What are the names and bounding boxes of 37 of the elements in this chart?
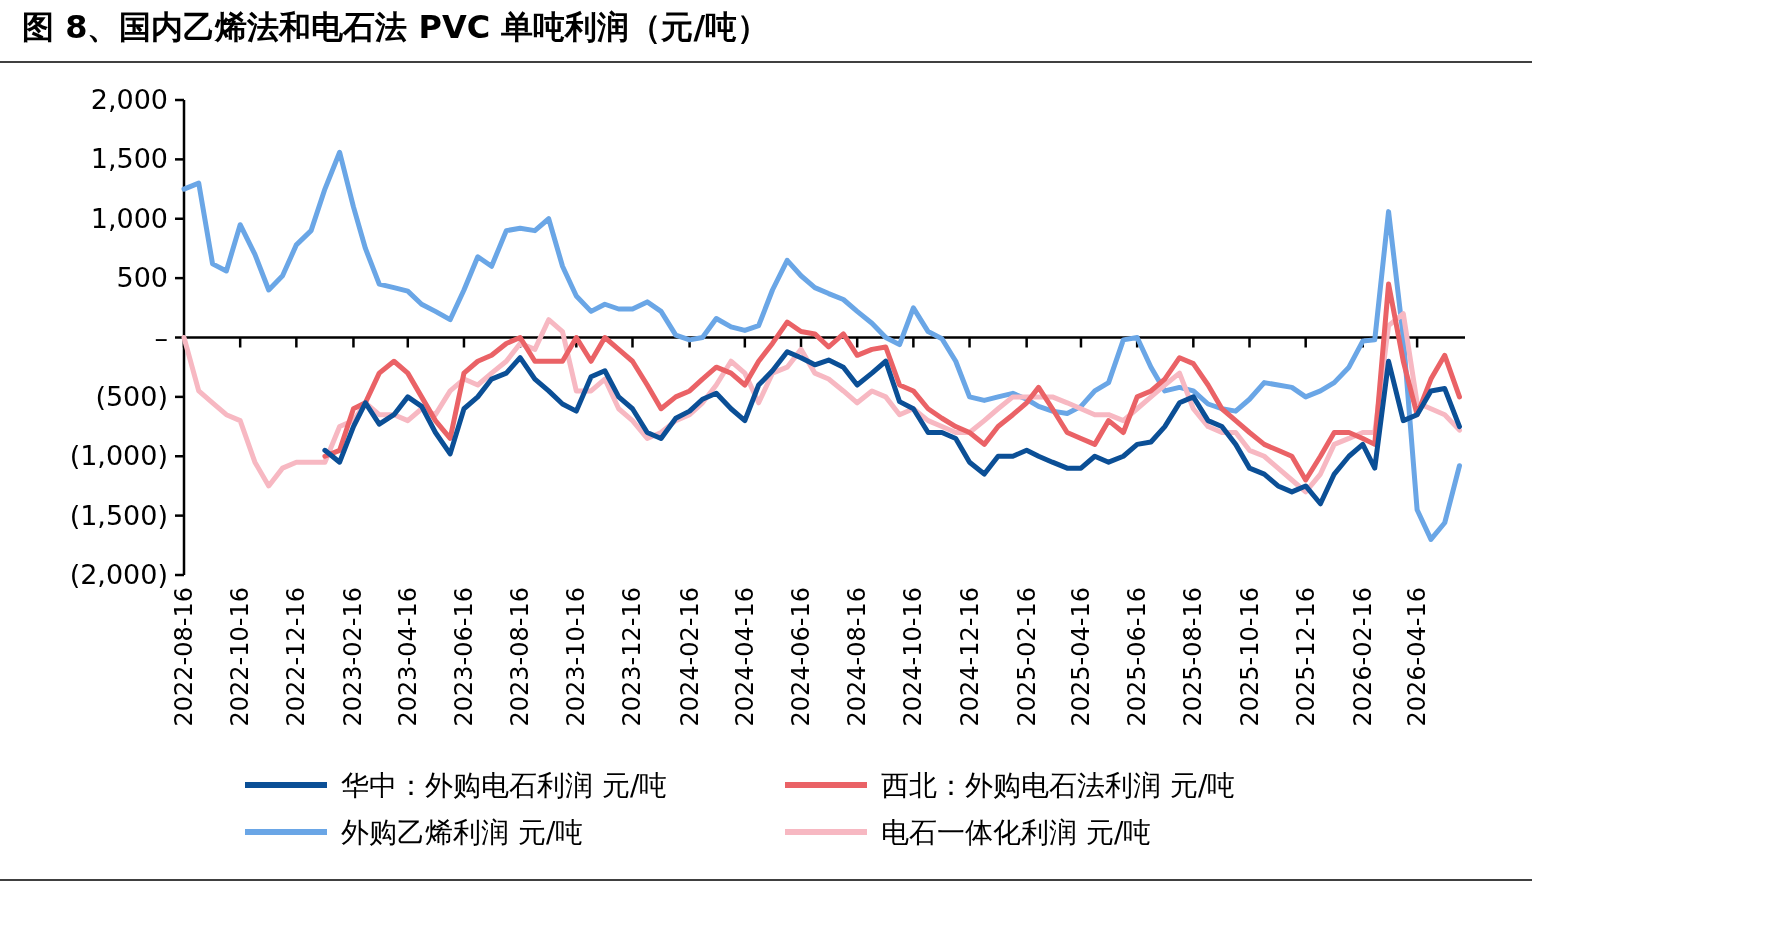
y-tick-label: (500): [95, 380, 168, 412]
x-tick-label: 2024-06-16: [787, 587, 816, 727]
x-tick-label: 2022-12-16: [282, 587, 311, 727]
y-tick-label: 500: [116, 262, 168, 294]
x-tick-label: 2022-08-16: [170, 587, 198, 727]
x-tick-label: 2024-10-16: [899, 587, 928, 727]
x-tick-label: 2025-04-16: [1066, 587, 1095, 727]
x-tick-label: 2025-08-16: [1179, 587, 1208, 727]
x-tick-label: 2024-12-16: [955, 587, 984, 727]
x-tick-label: 2024-04-16: [730, 587, 759, 727]
x-tick-label: 2026-02-16: [1348, 587, 1377, 727]
y-tick-label: (2,000): [69, 559, 168, 590]
x-tick-label: 2024-08-16: [843, 587, 872, 727]
y-tick-label: 1,500: [90, 143, 168, 175]
x-tick-label: 2023-10-16: [562, 587, 591, 727]
legend-label: 西北：外购电石法利润 元/吨: [881, 769, 1236, 802]
x-tick-label: 2022-10-16: [226, 587, 255, 727]
chart-title: 图 8、国内乙烯法和电石法 PVC 单吨利润（元/吨）: [22, 8, 770, 46]
x-tick-label: 2025-10-16: [1235, 587, 1264, 727]
legend-label: 电石一体化利润 元/吨: [881, 816, 1152, 849]
x-tick-label: 2024-02-16: [675, 587, 704, 727]
legend-label: 外购乙烯利润 元/吨: [341, 816, 584, 849]
y-tick-label: 2,000: [90, 84, 168, 115]
x-tick-label: 2025-12-16: [1291, 587, 1320, 727]
x-tick-label: 2025-02-16: [1012, 587, 1041, 727]
x-tick-label: 2023-02-16: [339, 587, 368, 727]
x-tick-label: 2023-12-16: [618, 587, 647, 727]
x-tick-label: 2023-04-16: [393, 587, 422, 727]
legend-label: 华中：外购电石利润 元/吨: [341, 769, 668, 802]
x-tick-label: 2026-04-16: [1403, 587, 1432, 727]
y-tick-label: –: [154, 321, 168, 353]
y-tick-label: (1,500): [69, 499, 168, 531]
y-tick-label: (1,000): [69, 440, 168, 472]
x-tick-label: 2025-06-16: [1123, 587, 1152, 727]
y-tick-label: 1,000: [90, 202, 168, 234]
x-tick-label: 2023-08-16: [506, 587, 535, 727]
x-tick-label: 2023-06-16: [449, 587, 478, 727]
